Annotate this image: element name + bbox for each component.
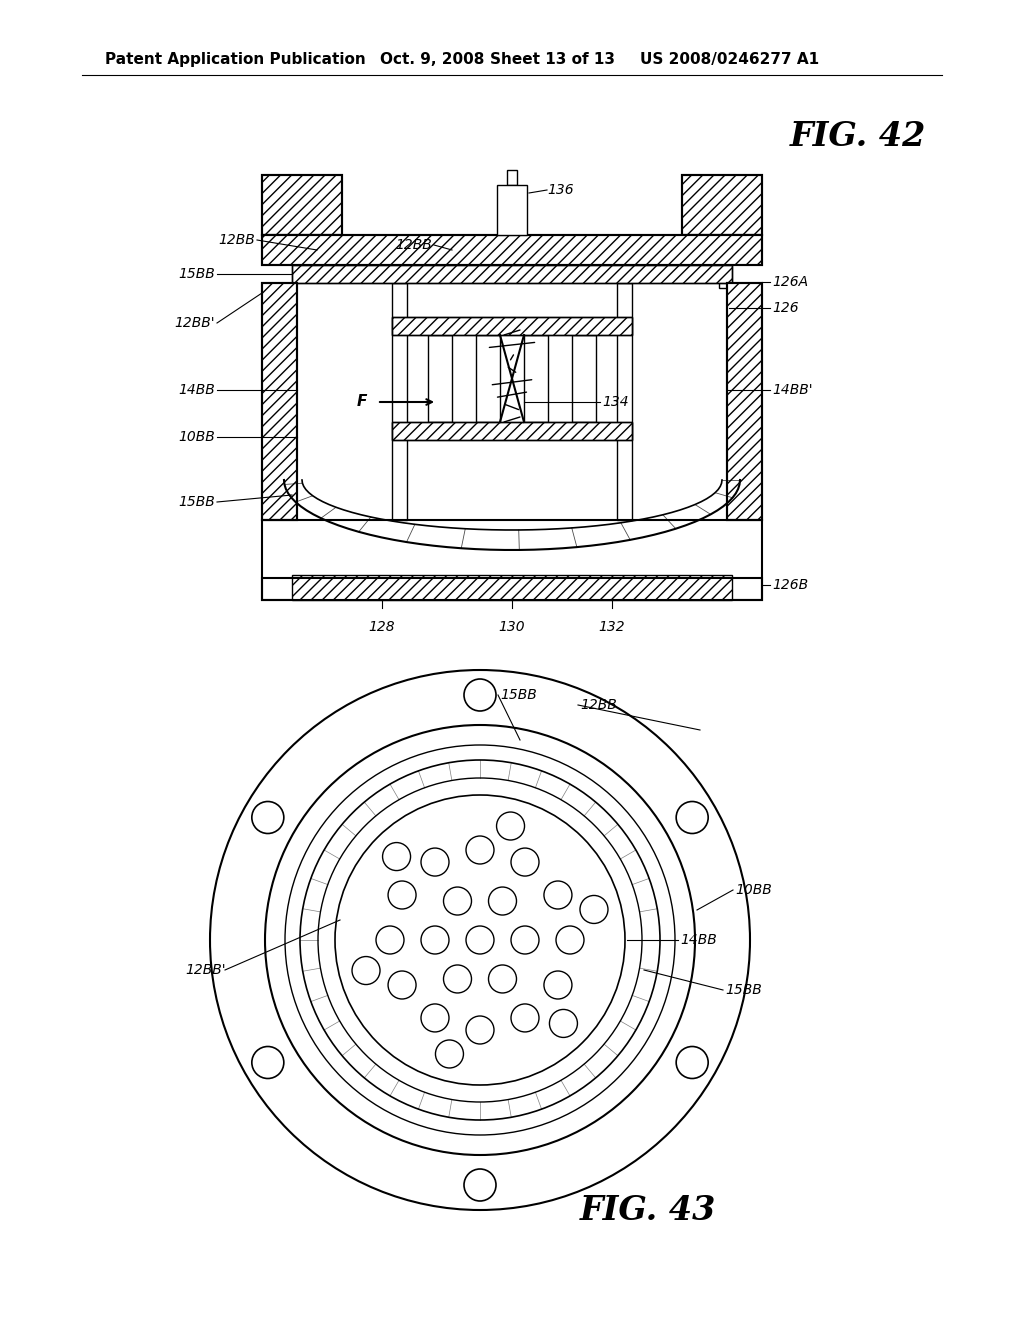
Text: 130: 130 <box>499 620 525 634</box>
Bar <box>476 335 500 422</box>
Bar <box>719 276 727 288</box>
Text: 15BB: 15BB <box>500 688 537 702</box>
Text: FIG. 43: FIG. 43 <box>580 1193 717 1226</box>
Text: 126: 126 <box>772 301 799 315</box>
Bar <box>262 235 762 265</box>
Bar <box>262 282 297 520</box>
Bar <box>497 185 527 235</box>
Text: 12BB': 12BB' <box>185 964 225 977</box>
Text: 12BB: 12BB <box>218 234 255 247</box>
Text: F: F <box>356 395 367 409</box>
Bar <box>572 335 596 422</box>
Bar <box>292 265 732 282</box>
Text: Patent Application Publication: Patent Application Publication <box>105 51 366 67</box>
Text: 14BB: 14BB <box>680 933 717 946</box>
Text: Sheet 13 of 13: Sheet 13 of 13 <box>490 51 615 67</box>
Text: 12BB': 12BB' <box>174 315 215 330</box>
Bar <box>507 170 517 185</box>
Bar <box>392 422 632 440</box>
Bar <box>392 282 407 520</box>
Bar <box>682 176 762 235</box>
Text: 10BB: 10BB <box>735 883 772 898</box>
Text: 10BB: 10BB <box>178 430 215 444</box>
Bar <box>262 578 762 601</box>
Text: 15BB: 15BB <box>178 495 215 510</box>
Bar <box>682 176 762 235</box>
Text: 134: 134 <box>602 395 629 409</box>
Text: Oct. 9, 2008: Oct. 9, 2008 <box>380 51 484 67</box>
Text: 126B: 126B <box>772 578 808 591</box>
Bar <box>524 335 548 422</box>
Bar <box>292 265 732 282</box>
Text: 15BB: 15BB <box>178 267 215 281</box>
Bar <box>292 576 732 601</box>
Text: 14BB: 14BB <box>178 383 215 396</box>
Text: 128: 128 <box>369 620 395 634</box>
Bar <box>392 317 632 335</box>
Bar <box>617 282 632 520</box>
Bar <box>262 176 342 235</box>
Bar <box>428 335 452 422</box>
Text: 126A: 126A <box>772 275 808 289</box>
Bar <box>262 176 342 235</box>
Bar <box>262 520 762 601</box>
Text: 12BB: 12BB <box>395 238 432 252</box>
Text: US 2008/0246277 A1: US 2008/0246277 A1 <box>640 51 819 67</box>
Text: FIG. 42: FIG. 42 <box>790 120 927 153</box>
Text: 12BB: 12BB <box>580 698 616 711</box>
Bar <box>392 317 632 335</box>
Bar <box>727 282 762 520</box>
Bar <box>262 235 762 265</box>
Bar <box>262 282 297 520</box>
Bar <box>727 282 762 520</box>
Text: 132: 132 <box>599 620 626 634</box>
Bar <box>392 422 632 440</box>
Text: 15BB: 15BB <box>725 983 762 997</box>
Text: 136: 136 <box>547 183 573 197</box>
Text: 14BB': 14BB' <box>772 383 813 396</box>
